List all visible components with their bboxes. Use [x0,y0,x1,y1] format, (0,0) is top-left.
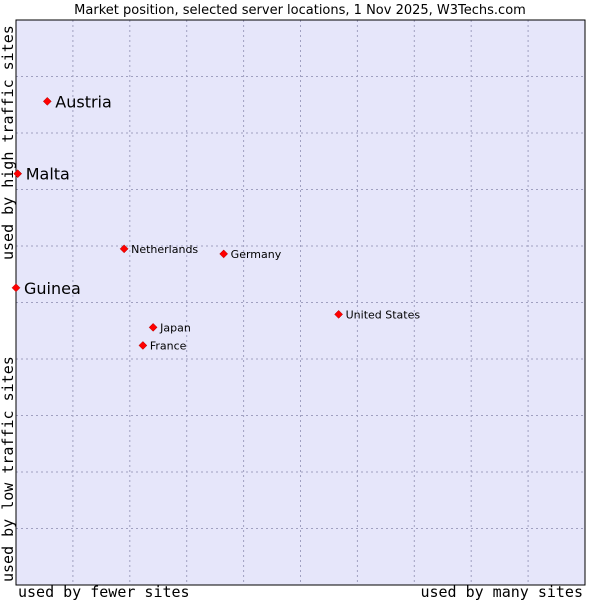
point-guinea [11,283,21,293]
y-axis-label-top: used by high traffic sites [0,25,17,260]
chart-title: Market position, selected server locatio… [74,3,526,18]
point-united-states [334,310,343,319]
x-axis-label-right: used by many sites [420,583,583,600]
point-malta [13,169,23,179]
point-japan [148,323,158,332]
x-axis-label-left: used by fewer sites [18,583,190,600]
grid [16,20,585,585]
point-label-malta: Malta [26,165,70,184]
point-austria [42,97,52,106]
point-label-germany: Germany [231,248,282,261]
point-label-japan: Japan [159,321,191,334]
point-netherlands [119,244,129,254]
point-france [138,341,148,350]
data-points: Austria Malta Guinea Netherlands Germany Unit… [11,92,421,352]
point-germany [219,249,229,259]
y-axis-label-bottom: used by low traffic sites [0,356,17,582]
point-label-austria: Austria [55,92,112,111]
plot-border [15,19,586,586]
point-label-france: France [150,339,187,352]
point-label-netherlands: Netherlands [131,243,198,256]
point-label-united-states: United States [346,308,421,321]
point-label-guinea: Guinea [24,279,81,298]
